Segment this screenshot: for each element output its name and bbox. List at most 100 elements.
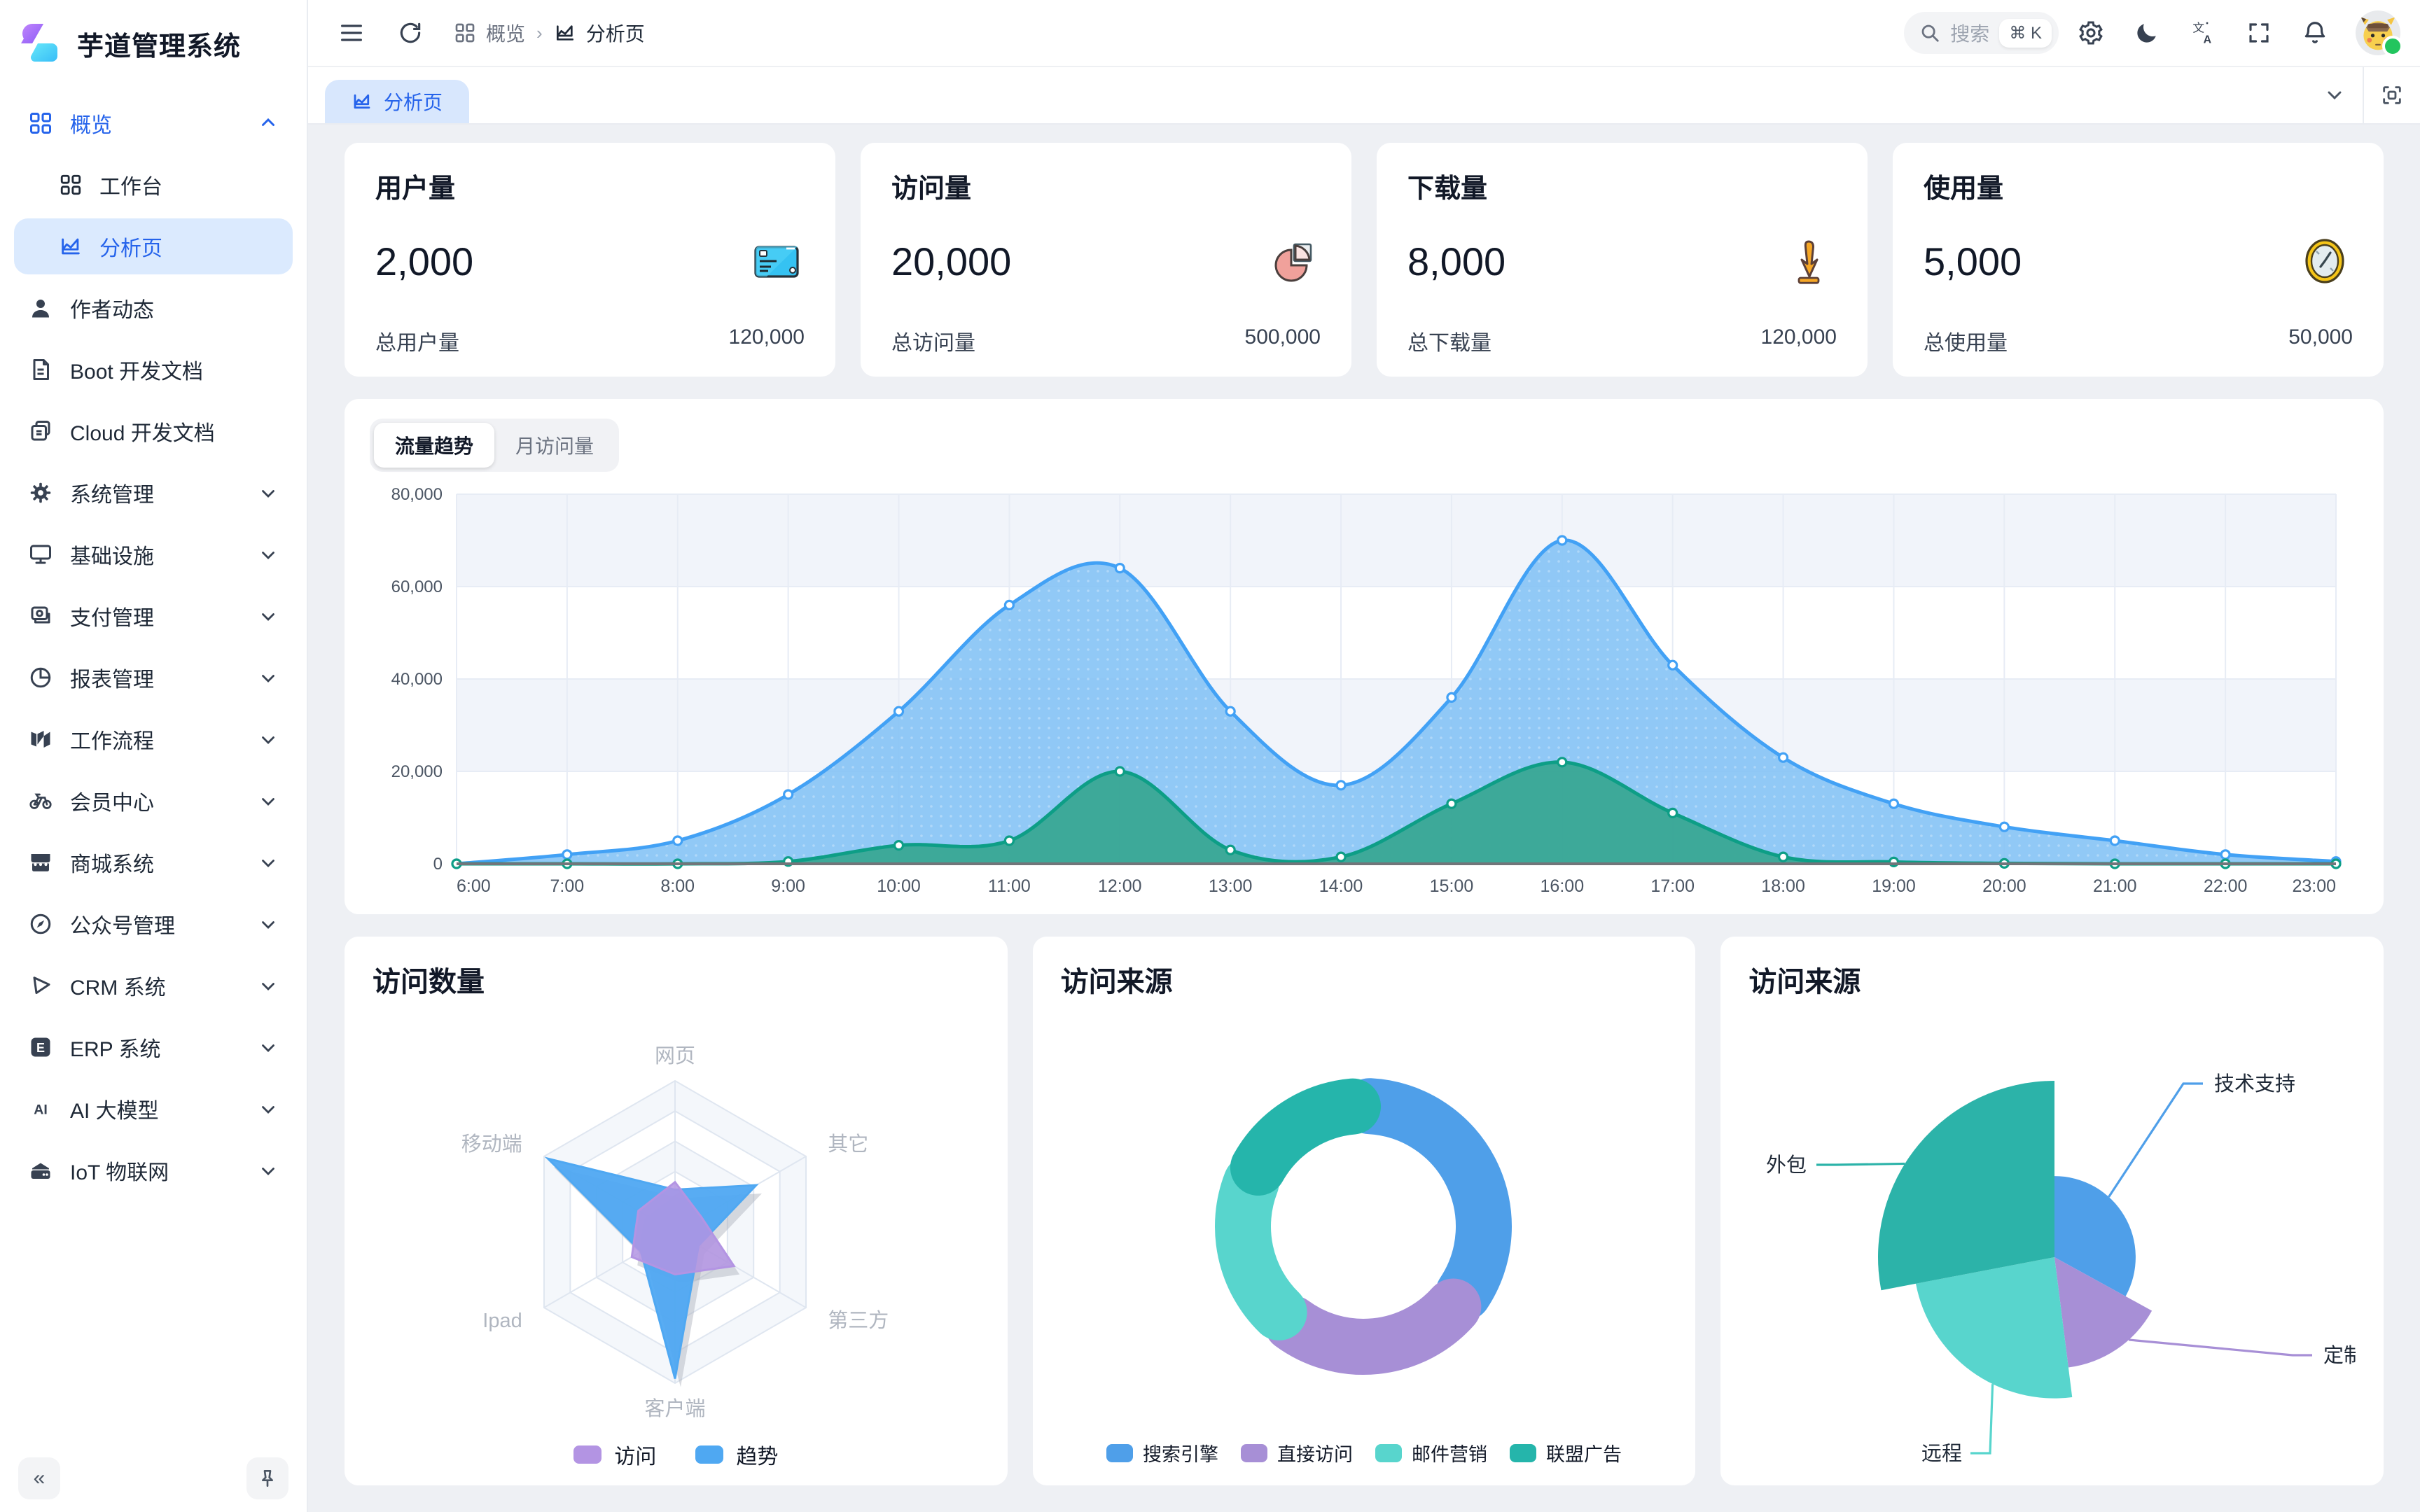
legend-item[interactable]: 邮件营销 <box>1375 1439 1487 1466</box>
legend-label: 趋势 <box>736 1446 779 1469</box>
sidebar-item-mall[interactable]: 商城系统 <box>14 834 293 890</box>
traffic-chart-card: 流量趋势 月访问量 0 20,000 40,000 60,000 80,000 6:00 7… <box>345 399 2384 914</box>
svg-text:10:00: 10:00 <box>877 876 921 896</box>
sidebar-item-iot[interactable]: IoT 物联网 <box>14 1142 293 1198</box>
legend-swatch <box>1375 1443 1402 1462</box>
svg-text:23:00: 23:00 <box>2292 876 2336 896</box>
dark-mode-moon-icon[interactable] <box>2123 9 2171 57</box>
svg-text:A: A <box>2204 34 2212 46</box>
sidebar-item-overview[interactable]: 概览 <box>14 95 293 151</box>
legend-item[interactable]: 联盟广告 <box>1510 1439 1622 1466</box>
wallet-icon <box>31 606 50 624</box>
sidebar-item-payment[interactable]: 支付管理 <box>14 588 293 644</box>
stat-total-value: 50,000 <box>2288 326 2353 349</box>
donut-panel: 访问来源 搜索引擎 直接访问 邮件营销 联盟广告 <box>1032 937 1696 1485</box>
stat-card-users: 用户量 2,000 总用户量 120,000 <box>345 143 835 377</box>
legend-label: 搜索引擎 <box>1143 1444 1218 1465</box>
sidebar: 芋道管理系统 概览 工作台 分析页 作者动态 Boot 开发文档 <box>0 0 308 1512</box>
legend-item[interactable]: 访问 <box>573 1439 656 1470</box>
svg-text:40,000: 40,000 <box>391 670 443 689</box>
tab-traffic-trend[interactable]: 流量趋势 <box>374 423 495 468</box>
legend-label: 访问 <box>614 1446 657 1469</box>
legend-item[interactable]: 直接访问 <box>1241 1439 1353 1466</box>
chevron-down-icon <box>258 606 279 626</box>
svg-text:11:00: 11:00 <box>988 876 1031 896</box>
svg-text:6:00: 6:00 <box>457 876 491 896</box>
download-icon <box>1797 240 1820 284</box>
pie-icon <box>30 667 51 688</box>
sidebar-item-ai[interactable]: AI AI 大模型 <box>14 1081 293 1137</box>
chevron-down-icon <box>258 1160 279 1181</box>
sidebar-item-author[interactable]: 作者动态 <box>14 280 293 336</box>
svg-text:第三方: 第三方 <box>828 1309 889 1332</box>
search-input[interactable]: 搜索 ⌘ K <box>1904 12 2059 54</box>
search-shortcut: ⌘ K <box>1999 18 2052 48</box>
tab-monthly-visits[interactable]: 月访问量 <box>515 435 594 457</box>
legend-item[interactable]: 趋势 <box>695 1439 778 1470</box>
app-title: 芋道管理系统 <box>77 31 242 62</box>
tab-list-chevron-down-icon[interactable] <box>2307 67 2363 123</box>
sidebar-item-system[interactable]: 系统管理 <box>14 465 293 521</box>
breadcrumb-overview[interactable]: 概览 <box>454 19 525 47</box>
workbench-icon <box>60 174 81 195</box>
sidebar-item-workflow[interactable]: 工作流程 <box>14 711 293 767</box>
bottom-panels: 访问数量 网页 其它 第三方 客户端 Ipad 移动端 访问 趋势 访问来源 搜索引擎 直接访… <box>345 937 2384 1485</box>
stat-card-downloads: 下载量 8,000 总下载量 120,000 <box>1377 143 1868 377</box>
refresh-icon[interactable] <box>387 9 434 57</box>
sidebar-item-crm[interactable]: CRM 系统 <box>14 958 293 1014</box>
legend-label: 直接访问 <box>1277 1444 1353 1465</box>
fullscreen-icon[interactable] <box>2235 9 2283 57</box>
stat-card-visits: 访问量 20,000 % 总访问量 500,000 <box>861 143 1351 377</box>
copy-icon <box>31 421 50 441</box>
svg-text:20,000: 20,000 <box>391 762 443 781</box>
pie-label: 定制 <box>2323 1344 2356 1367</box>
svg-text:80,000: 80,000 <box>391 485 443 504</box>
sidebar-item-mp[interactable]: 公众号管理 <box>14 896 293 952</box>
sidebar-item-boot-docs[interactable]: Boot 开发文档 <box>14 342 293 398</box>
visit-source-donut-chart <box>1215 1078 1512 1375</box>
svg-text:20:00: 20:00 <box>1982 876 2026 896</box>
tab-analytics[interactable]: 分析页 <box>325 80 470 123</box>
sidebar-item-member[interactable]: 会员中心 <box>14 773 293 829</box>
svg-text:60,000: 60,000 <box>391 578 443 596</box>
collapse-sidebar-button[interactable]: « <box>18 1457 60 1499</box>
breadcrumb-analytics[interactable]: 分析页 <box>554 19 645 47</box>
chevron-down-icon <box>258 852 279 873</box>
logo[interactable]: 芋道管理系统 <box>0 0 307 87</box>
sidebar-item-report[interactable]: 报表管理 <box>14 650 293 706</box>
hamburger-menu-icon[interactable] <box>328 9 375 57</box>
sidebar-item-infra[interactable]: 基础设施 <box>14 526 293 582</box>
legend-label: 邮件营销 <box>1412 1444 1487 1465</box>
sidebar-item-erp[interactable]: E ERP 系统 <box>14 1019 293 1075</box>
top-header: 概览 › 分析页 搜索 ⌘ K <box>308 0 2420 67</box>
sidebar-item-analytics[interactable]: 分析页 <box>14 218 293 274</box>
user-avatar[interactable] <box>2356 10 2403 57</box>
grid-icon <box>30 113 51 134</box>
svg-text:8:00: 8:00 <box>660 876 695 896</box>
legend-item[interactable]: 搜索引擎 <box>1106 1439 1218 1466</box>
pin-icon[interactable] <box>246 1457 288 1499</box>
notification-bell-icon[interactable] <box>2291 9 2339 57</box>
content-fullscreen-icon[interactable] <box>2363 67 2420 123</box>
erp-icon: E <box>31 1037 50 1057</box>
svg-text:客户端: 客户端 <box>645 1397 706 1420</box>
sidebar-item-cloud-docs[interactable]: Cloud 开发文档 <box>14 403 293 459</box>
stat-total-label: 总使用量 <box>1924 332 2008 355</box>
svg-text:19:00: 19:00 <box>1872 876 1916 896</box>
radar-panel: 访问数量 网页 其它 第三方 客户端 Ipad 移动端 访问 趋势 <box>345 937 1008 1485</box>
iot-icon <box>31 1163 50 1179</box>
stat-total-label: 总访问量 <box>891 332 975 355</box>
sidebar-item-workbench[interactable]: 工作台 <box>14 157 293 213</box>
ai-icon: AI <box>34 1102 48 1118</box>
chevron-down-icon <box>258 544 279 565</box>
gear-icon <box>30 482 51 503</box>
logo-icon <box>18 21 63 66</box>
chevron-down-icon <box>258 1037 279 1058</box>
svg-text:13:00: 13:00 <box>1209 876 1253 896</box>
chevron-down-icon <box>258 913 279 934</box>
chevron-down-icon <box>258 790 279 811</box>
settings-gear-icon[interactable] <box>2067 9 2115 57</box>
legend-swatch <box>573 1446 602 1464</box>
svg-text:17:00: 17:00 <box>1650 876 1695 896</box>
